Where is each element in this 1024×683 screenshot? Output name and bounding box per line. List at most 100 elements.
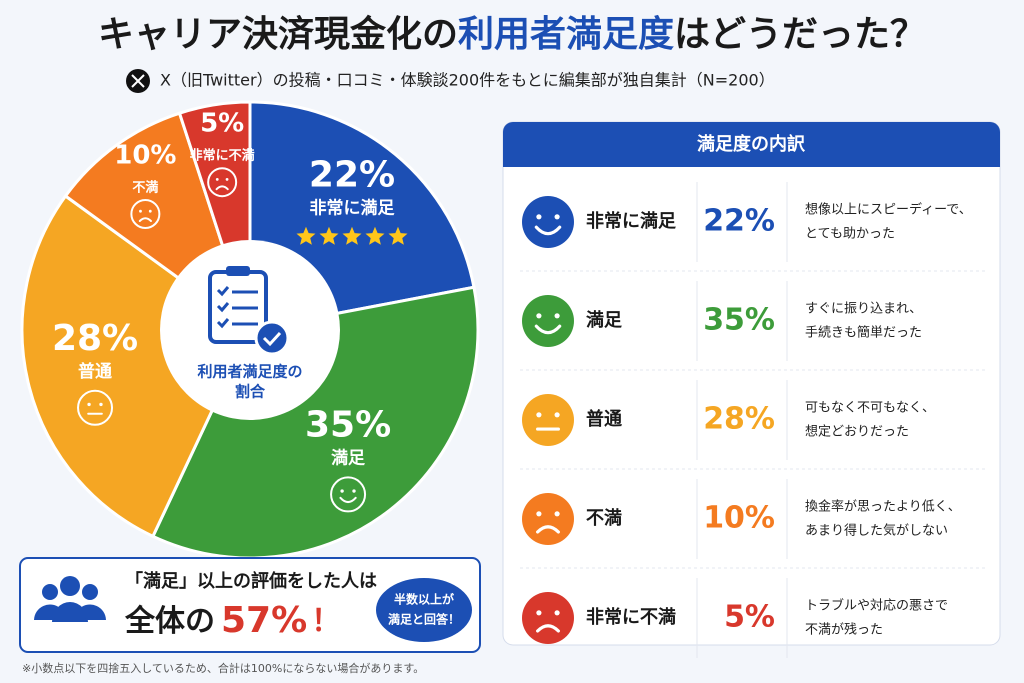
face-mouth: [215, 185, 229, 191]
row-category: 満足: [586, 309, 622, 331]
footnote: ※小数点以下を四捨五入しているため、合計は100%にならない場合があります。: [22, 661, 424, 675]
star: [296, 226, 316, 245]
center-label: 利用者満足度の: [197, 363, 302, 381]
face-eye: [536, 214, 542, 220]
face-eye: [352, 489, 356, 493]
row-comment: 可もなく不可もなく、: [805, 401, 935, 416]
row-comment: 不満が残った: [805, 623, 883, 638]
face-eye: [554, 412, 560, 418]
badge-line: 半数以上が: [394, 592, 454, 607]
row-category: 普通: [586, 408, 622, 430]
badge-line: 満足と回答！: [388, 612, 460, 627]
row-comment: 換金率が思ったより低く、: [805, 499, 961, 515]
people-icon: [34, 576, 106, 622]
slice-category-label: 非常に満足: [309, 198, 394, 219]
row-comment: すぐに振り込まれ、: [805, 302, 922, 317]
slice-value-label: 35%: [305, 404, 391, 445]
face-mouth: [534, 324, 562, 335]
check-badge: [254, 320, 290, 356]
face-eye: [536, 610, 542, 616]
slice-value-label: 10%: [114, 140, 176, 170]
summary-prefix: 全体の: [124, 604, 215, 639]
row-value: 35%: [703, 303, 775, 338]
title: キャリア決済現金化の利用者満足度はどうだった？: [98, 13, 926, 55]
summary-suffix: ！: [311, 604, 341, 639]
face-eye: [536, 412, 542, 418]
center-label: 割合: [235, 383, 266, 401]
face: [522, 295, 574, 347]
slice-category-label: 普通: [78, 361, 112, 382]
row-comment: トラブルや対応の悪さで: [805, 598, 948, 614]
face-eye: [87, 402, 91, 407]
face-mouth: [339, 496, 357, 504]
title-part: はどうだった？: [674, 14, 926, 55]
face-mouth: [534, 225, 562, 236]
face-eye: [139, 209, 142, 213]
face-eye: [536, 313, 542, 319]
breakdown-title: 満足度の内訳: [697, 133, 806, 155]
row-value: 22%: [703, 204, 775, 239]
face: [77, 389, 114, 426]
star: [388, 226, 408, 245]
star: [342, 226, 362, 245]
row-comment: 手続きも簡単だった: [805, 325, 922, 341]
row-comment: 想像以上にスピーディーで、: [805, 202, 972, 218]
slice-category-label: 非常に不満: [190, 148, 255, 164]
subtitle: X（旧Twitter）の投稿・口コミ・体験談200件をもとに編集部が独自集計（N…: [160, 71, 775, 90]
star: [319, 226, 339, 245]
slice-value-label: 5%: [200, 109, 244, 139]
slice-value-label: 22%: [309, 155, 395, 196]
face-eye: [99, 402, 103, 407]
check-line: [216, 318, 258, 329]
face-eye: [554, 313, 560, 319]
x-icon-glyph: [131, 74, 145, 88]
summary-box: [19, 557, 481, 653]
row-category: 非常に満足: [586, 210, 676, 232]
check-mark: [262, 331, 282, 347]
face-mouth: [138, 217, 152, 222]
summary-value: 57%: [221, 600, 307, 641]
pie-slice: [150, 285, 480, 560]
face: [130, 198, 161, 229]
pie-slice: [20, 193, 252, 539]
star: [365, 226, 385, 245]
row-value: 28%: [703, 402, 775, 437]
summary-line: 「満足」以上の評価をした人は: [125, 570, 377, 592]
face: [522, 493, 574, 545]
face-eye: [554, 214, 560, 220]
row-category: 不満: [586, 507, 622, 529]
row-category: 非常に不満: [586, 606, 676, 628]
breakdown-panel: [502, 121, 1001, 646]
face: [522, 196, 574, 248]
row-comment: あまり得した気がしない: [805, 523, 948, 539]
check-line: [216, 302, 258, 313]
face-eye: [215, 177, 219, 181]
face: [207, 167, 238, 198]
summary-main: 全体の 57%！: [124, 600, 341, 641]
breakdown-header: [503, 122, 1000, 167]
face-eye: [554, 511, 560, 517]
badge: [376, 578, 472, 642]
face-eye: [554, 610, 560, 616]
face-eye: [340, 489, 344, 493]
face-eye: [148, 209, 152, 213]
face-mouth: [536, 525, 560, 534]
row-comment: とても助かった: [805, 227, 895, 242]
slice-value-label: 28%: [52, 318, 138, 359]
face-eye: [225, 177, 229, 181]
title-highlight: 利用者満足度: [458, 14, 674, 55]
slice-category-label: 不満: [132, 179, 158, 195]
face-eye: [536, 511, 542, 517]
row-comment: 想定どおりだった: [805, 424, 909, 440]
row-value: 10%: [703, 501, 775, 536]
face: [330, 476, 367, 513]
row-value: 5%: [724, 600, 775, 635]
face: [522, 394, 574, 446]
title-part: キャリア決済現金化の: [98, 13, 458, 55]
check-line: [216, 286, 258, 297]
slice-category-label: 満足: [331, 447, 365, 468]
face: [522, 592, 574, 644]
